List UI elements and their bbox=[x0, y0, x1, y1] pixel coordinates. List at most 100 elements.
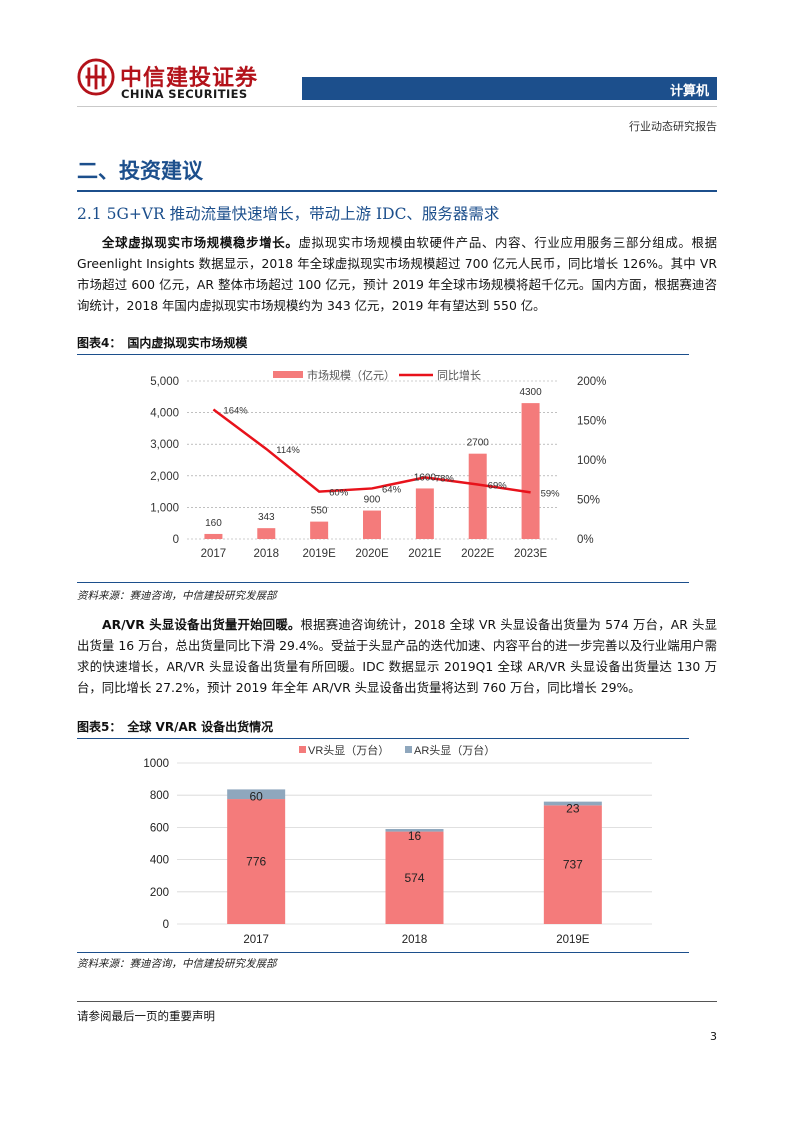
bar-value-label: 23 bbox=[566, 802, 580, 816]
line-value-label: 60% bbox=[329, 488, 349, 499]
legend-swatch-ar bbox=[405, 746, 412, 753]
company-logo-icon bbox=[77, 58, 115, 96]
figure-source: 资料来源：赛迪咨询，中信建投研究发展部 bbox=[77, 590, 277, 602]
figure-source: 资料来源：赛迪咨询，中信建投研究发展部 bbox=[77, 958, 277, 970]
bar-vr bbox=[227, 799, 286, 924]
figure-4-title: 图表4： 国内虚拟现实市场规模 bbox=[77, 334, 247, 351]
figure-bottom-rule bbox=[77, 952, 689, 953]
y2-tick-label: 50% bbox=[577, 495, 600, 507]
x-tick-label: 2019E bbox=[303, 548, 337, 560]
bar-value-label: 2700 bbox=[467, 438, 490, 449]
figure-label: 图表5： bbox=[77, 720, 122, 734]
bar-ar bbox=[543, 801, 602, 806]
section-title: 二、投资建议 bbox=[77, 159, 203, 183]
market-size-chart: 160 343 550 900 1600 2700 4300 164% 114% 60% 64% 78… bbox=[150, 368, 606, 560]
x-tick-label: 2017 bbox=[243, 934, 269, 946]
page-number: 3 bbox=[710, 1030, 717, 1043]
sector-label: 计算机 bbox=[669, 84, 709, 99]
footer-divider bbox=[77, 1001, 717, 1002]
y-tick-label: 400 bbox=[150, 855, 169, 867]
y2-tick-label: 100% bbox=[577, 455, 606, 467]
y2-tick-label: 150% bbox=[577, 416, 606, 428]
legend-label: 同比增长 bbox=[437, 368, 481, 382]
footer-disclaimer: 请参阅最后一页的重要声明 bbox=[77, 1009, 215, 1023]
figure-top-rule bbox=[77, 738, 689, 739]
line-value-label: 78% bbox=[435, 473, 455, 484]
y-tick-label: 600 bbox=[150, 822, 169, 834]
y-tick-label: 200 bbox=[150, 887, 169, 899]
paragraph-lead: AR/VR 头显设备出货量开始回暖。 bbox=[102, 617, 301, 632]
bar-value-label: 16 bbox=[408, 829, 422, 843]
x-tick-label: 2021E bbox=[408, 548, 442, 560]
y-tick-label: 3,000 bbox=[150, 439, 179, 451]
line-value-label: 59% bbox=[541, 488, 561, 499]
company-name-cn: 中信建投证券 bbox=[120, 66, 259, 91]
x-tick-label: 2019E bbox=[556, 934, 590, 946]
y2-tick-label: 0% bbox=[577, 534, 594, 546]
y2-tick-label: 200% bbox=[577, 376, 606, 388]
y-tick-label: 1000 bbox=[143, 758, 169, 770]
paragraph-body: 虚拟现实市场规模由软硬件产品、内容、行业应用服务三部分组成。根据 Greenli… bbox=[77, 235, 718, 313]
bar-vr bbox=[543, 805, 602, 924]
figure-bottom-rule bbox=[77, 582, 689, 583]
bar bbox=[415, 488, 434, 539]
paragraph-body: 根据赛迪咨询统计，2018 全球 VR 头显设备出货量为 574 万台，AR 头… bbox=[77, 617, 717, 695]
y-tick-label: 4,000 bbox=[150, 408, 179, 420]
bar-value-label: 900 bbox=[364, 495, 381, 506]
bar-value-label: 343 bbox=[258, 512, 275, 523]
x-tick-label: 2017 bbox=[201, 548, 227, 560]
legend-label: 市场规模（亿元） bbox=[307, 368, 395, 382]
paragraph-headset-shipments: AR/VR 头显设备出货量开始回暖。根据赛迪咨询统计，2018 全球 VR 头显… bbox=[77, 614, 717, 698]
figure-5-title: 图表5： 全球 VR/AR 设备出货情况 bbox=[77, 718, 273, 735]
bar-value-label: 160 bbox=[205, 518, 222, 529]
bar-vr bbox=[385, 831, 444, 924]
legend-label: AR头显（万台） bbox=[414, 743, 495, 757]
headset-shipment-chart: 776 60 574 16 737 23 0 200 400 600 800 1000 2017 20… bbox=[143, 743, 652, 946]
x-tick-label: 2023E bbox=[514, 548, 548, 560]
bar bbox=[363, 510, 381, 539]
bar-value-label: 574 bbox=[404, 871, 424, 885]
figure-label: 图表4： bbox=[77, 336, 122, 350]
bar-value-label: 776 bbox=[246, 855, 266, 869]
section-divider bbox=[77, 190, 717, 192]
bar bbox=[521, 403, 540, 539]
line-value-label: 164% bbox=[223, 405, 248, 416]
figure-title-text: 国内虚拟现实市场规模 bbox=[127, 336, 248, 350]
y-tick-label: 1,000 bbox=[150, 502, 179, 514]
x-tick-label: 2018 bbox=[402, 934, 428, 946]
bar-value-label: 4300 bbox=[519, 387, 542, 398]
y-tick-label: 800 bbox=[150, 790, 169, 802]
y-tick-label: 0 bbox=[173, 534, 179, 546]
header-divider bbox=[77, 106, 717, 107]
subsection-title: 2.1 5G+VR 推动流量快速增长，带动上游 IDC、服务器需求 bbox=[77, 205, 500, 223]
bar-value-label: 1600 bbox=[414, 472, 437, 483]
paragraph-lead: 全球虚拟现实市场规模稳步增长。 bbox=[102, 235, 299, 250]
legend-swatch-vr bbox=[299, 746, 306, 753]
bar bbox=[257, 528, 276, 539]
bar-value-label: 737 bbox=[563, 858, 583, 872]
y-tick-label: 5,000 bbox=[150, 376, 179, 388]
report-type: 行业动态研究报告 bbox=[629, 120, 717, 133]
header-bar: 计算机 bbox=[302, 77, 717, 100]
legend-swatch-bar bbox=[273, 371, 303, 378]
bar-ar bbox=[385, 829, 444, 832]
company-name-en: CHINA SECURITIES bbox=[121, 87, 248, 101]
legend-label: VR头显（万台） bbox=[308, 743, 389, 757]
line-value-label: 114% bbox=[276, 445, 300, 456]
bar bbox=[310, 521, 329, 539]
figure-top-rule bbox=[77, 354, 689, 355]
bar bbox=[204, 533, 223, 539]
x-tick-label: 2020E bbox=[355, 548, 389, 560]
bar-ar bbox=[227, 789, 286, 800]
bar-value-label: 60 bbox=[249, 789, 263, 803]
bar bbox=[468, 453, 487, 539]
x-tick-label: 2022E bbox=[461, 548, 495, 560]
x-tick-label: 2018 bbox=[253, 548, 279, 560]
bar-value-label: 550 bbox=[311, 506, 328, 517]
y-tick-label: 2,000 bbox=[150, 471, 179, 483]
figure-title-text: 全球 VR/AR 设备出货情况 bbox=[127, 720, 274, 734]
line-value-label: 64% bbox=[382, 484, 402, 495]
y-tick-label: 0 bbox=[163, 919, 169, 931]
line-value-label: 69% bbox=[488, 480, 508, 491]
paragraph-market-size: 全球虚拟现实市场规模稳步增长。虚拟现实市场规模由软硬件产品、内容、行业应用服务三… bbox=[77, 232, 717, 316]
